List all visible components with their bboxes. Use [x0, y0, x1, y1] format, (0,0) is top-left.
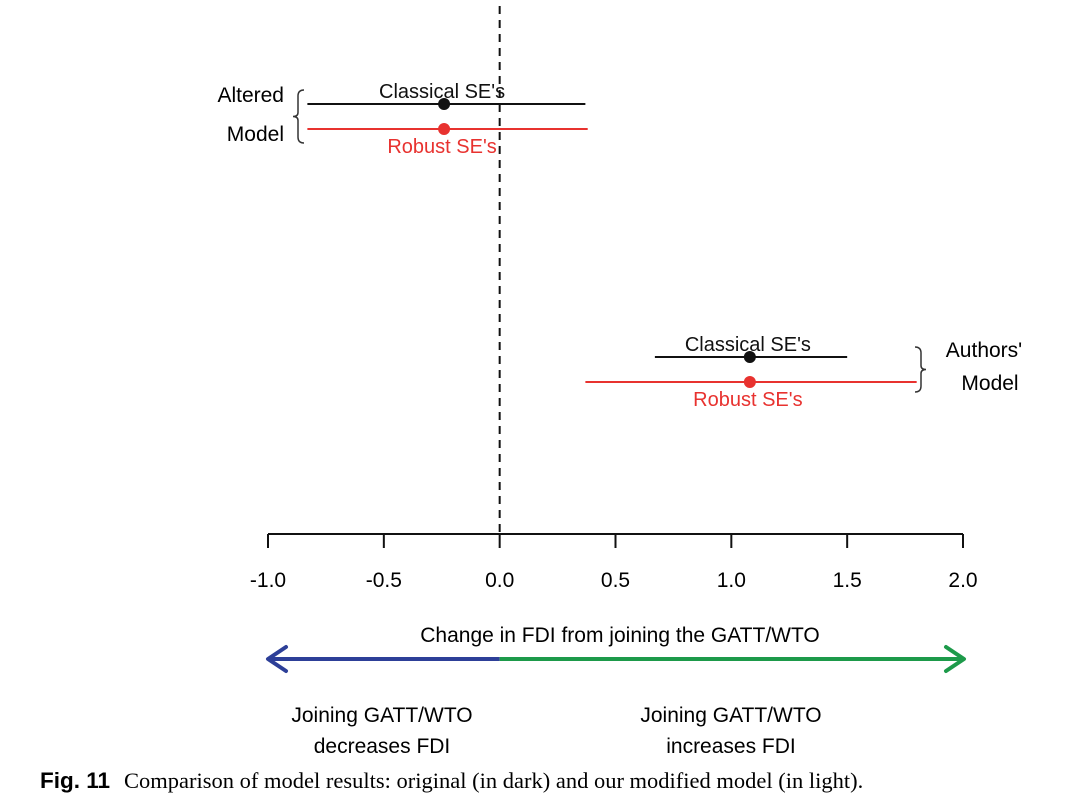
group-label-line: Authors' [946, 339, 1022, 362]
x-tick-label: 0.5 [601, 569, 630, 592]
estimate-label: Robust SE's [387, 136, 496, 158]
estimate-label: Classical SE's [379, 81, 505, 103]
group-bracket [914, 346, 927, 393]
estimate-label: Classical SE's [685, 334, 811, 356]
caption-label: Fig. 11 [40, 768, 111, 793]
x-tick-label: -0.5 [366, 569, 402, 592]
group-bracket [292, 89, 305, 144]
point-estimate [743, 351, 756, 363]
arrow-right-head [944, 645, 966, 673]
arrow-right-label-line: increases FDI [666, 735, 796, 758]
group-label-line: Altered [217, 84, 284, 107]
x-tick-label: -1.0 [250, 569, 286, 592]
x-tick-label: 1.5 [833, 569, 862, 592]
point-estimate [438, 123, 451, 135]
arrow-left-label-line: decreases FDI [314, 735, 451, 758]
x-tick-label: 0.0 [485, 569, 514, 592]
arrow-right-label-line: Joining GATT/WTO [640, 704, 821, 727]
x-tick-label: 2.0 [948, 569, 977, 592]
group-label-line: Model [227, 123, 284, 146]
group-label-line: Model [961, 372, 1018, 395]
point-estimate [438, 98, 451, 110]
caption-text: Comparison of model results: original (i… [124, 768, 864, 793]
coefficient-chart: -1.0 -0.5 0.0 0.5 1.0 1.5 2.0 Classical SE's Rob… [217, 6, 1022, 758]
arrow-left-head [266, 645, 288, 673]
arrow-title: Change in FDI from joining the GATT/WTO [420, 624, 820, 647]
x-tick-label: 1.0 [717, 569, 746, 592]
estimate-label: Robust SE's [693, 389, 802, 411]
arrow-left-label-line: Joining GATT/WTO [291, 704, 472, 727]
point-estimate [743, 376, 756, 388]
figure-caption: Fig. 11 Comparison of model results: orig… [40, 768, 1080, 794]
